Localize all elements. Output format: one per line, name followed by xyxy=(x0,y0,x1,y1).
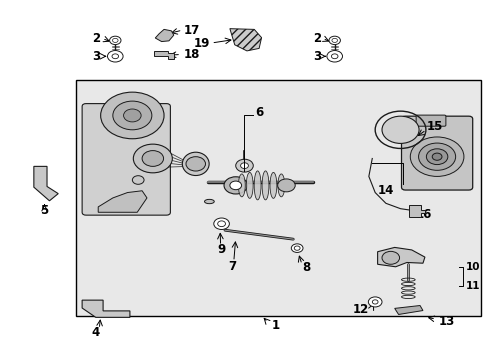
Polygon shape xyxy=(408,205,424,217)
Text: 1: 1 xyxy=(272,319,280,332)
Polygon shape xyxy=(98,191,147,212)
Ellipse shape xyxy=(269,172,276,198)
Circle shape xyxy=(112,54,118,59)
Text: 2: 2 xyxy=(313,32,321,45)
Circle shape xyxy=(326,50,342,62)
Ellipse shape xyxy=(238,174,244,197)
Text: 11: 11 xyxy=(465,281,479,291)
Circle shape xyxy=(277,179,295,192)
Text: 9: 9 xyxy=(217,243,225,256)
Circle shape xyxy=(371,300,377,304)
Text: 13: 13 xyxy=(438,315,454,328)
Circle shape xyxy=(431,153,441,160)
Text: 12: 12 xyxy=(352,303,368,316)
Circle shape xyxy=(381,251,399,264)
Circle shape xyxy=(224,177,247,194)
Circle shape xyxy=(185,157,205,171)
Circle shape xyxy=(294,246,300,250)
Ellipse shape xyxy=(254,171,261,200)
Text: 14: 14 xyxy=(377,184,393,197)
Polygon shape xyxy=(155,30,173,41)
Text: 6: 6 xyxy=(255,106,263,119)
Ellipse shape xyxy=(182,152,209,176)
Circle shape xyxy=(367,297,381,307)
Circle shape xyxy=(113,101,152,130)
Ellipse shape xyxy=(262,171,268,200)
Circle shape xyxy=(328,36,340,45)
Ellipse shape xyxy=(277,174,284,197)
Text: 3: 3 xyxy=(313,50,321,63)
Text: 4: 4 xyxy=(91,326,100,339)
Circle shape xyxy=(381,116,418,143)
Text: 19: 19 xyxy=(194,36,210,50)
Polygon shape xyxy=(377,247,424,267)
Ellipse shape xyxy=(204,199,214,204)
Circle shape xyxy=(331,39,337,42)
Circle shape xyxy=(409,137,463,176)
Circle shape xyxy=(217,221,225,226)
Circle shape xyxy=(132,176,144,184)
Circle shape xyxy=(331,54,337,59)
Circle shape xyxy=(426,149,447,165)
Ellipse shape xyxy=(246,172,253,198)
Polygon shape xyxy=(154,51,173,59)
Circle shape xyxy=(123,109,141,122)
Text: 2: 2 xyxy=(92,32,101,45)
Polygon shape xyxy=(394,306,422,315)
Polygon shape xyxy=(229,29,261,51)
Circle shape xyxy=(107,50,123,62)
Text: 16: 16 xyxy=(415,208,431,221)
FancyBboxPatch shape xyxy=(401,116,472,190)
Circle shape xyxy=(418,143,455,170)
Circle shape xyxy=(109,36,121,45)
Circle shape xyxy=(240,163,248,168)
Text: 15: 15 xyxy=(426,121,442,134)
Circle shape xyxy=(101,92,163,139)
Polygon shape xyxy=(82,300,130,318)
Text: 10: 10 xyxy=(465,262,479,272)
Text: 3: 3 xyxy=(92,50,101,63)
FancyBboxPatch shape xyxy=(415,115,445,126)
Circle shape xyxy=(133,144,172,173)
Bar xyxy=(76,80,480,316)
Circle shape xyxy=(291,244,303,252)
Text: 5: 5 xyxy=(41,204,49,217)
Circle shape xyxy=(235,159,253,172)
FancyBboxPatch shape xyxy=(82,104,170,215)
Text: 7: 7 xyxy=(228,260,236,273)
Circle shape xyxy=(229,181,241,190)
Polygon shape xyxy=(34,166,58,201)
Circle shape xyxy=(213,218,229,229)
Circle shape xyxy=(142,150,163,166)
Text: 17: 17 xyxy=(183,24,200,37)
Text: 18: 18 xyxy=(183,48,200,61)
Circle shape xyxy=(112,39,118,42)
Text: 8: 8 xyxy=(302,261,310,274)
